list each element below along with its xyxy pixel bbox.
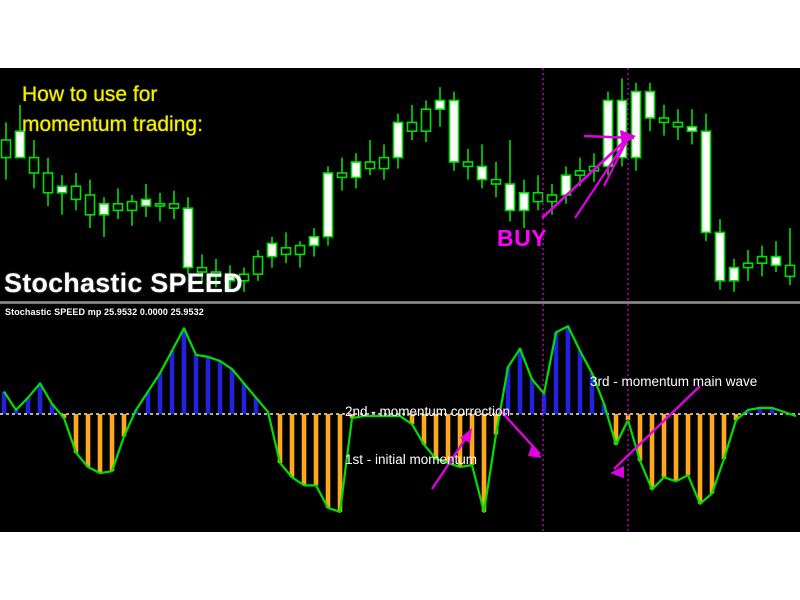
annotation-arrow-1st (431, 428, 472, 490)
annotation-arrow-2nd (497, 407, 542, 458)
panel-separator (0, 301, 800, 304)
vertical-marker-lines (542, 68, 629, 301)
oscillator-line (3, 325, 797, 514)
oscillator-panel[interactable]: Stochastic SPEED mp 25.9532 0.0000 25.95… (0, 304, 800, 532)
oscillator-vertical-lines (542, 304, 629, 532)
buy-signal-label: BUY (497, 225, 548, 251)
annotation-2nd-momentum-correction: 2nd - momentum correction (345, 404, 511, 419)
trading-chart-window[interactable]: How to use for momentum trading: BUY Sto… (0, 68, 800, 532)
indicator-readout-text: Stochastic SPEED mp 25.9532 0.0000 25.95… (5, 307, 204, 317)
indicator-title: Stochastic SPEED (4, 268, 243, 298)
annotation-1st-initial-momentum: 1st - initial momentum (345, 452, 478, 467)
annotation-3rd-momentum-main-wave: 3rd - momentum main wave (590, 374, 758, 389)
price-chart-panel[interactable]: How to use for momentum trading: BUY Sto… (0, 68, 800, 301)
histogram-bars (1, 326, 775, 512)
stochastic-speed-chart (0, 304, 800, 532)
buy-arrow (541, 130, 636, 219)
candlestick-chart (0, 68, 796, 301)
candlestick-series (0, 78, 796, 292)
annotation-arrow-3rd (610, 385, 701, 478)
headline-text: How to use for momentum trading: (22, 83, 203, 136)
